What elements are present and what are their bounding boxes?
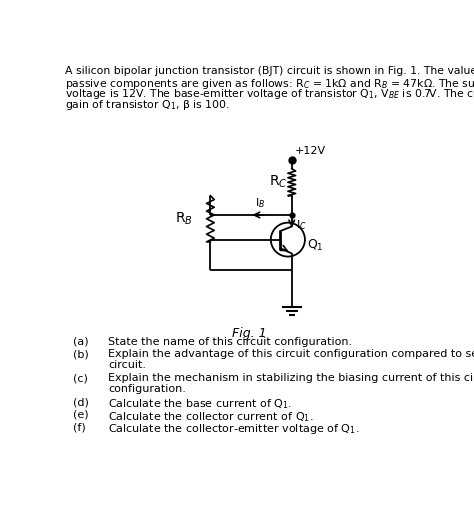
Text: gain of transistor Q$_1$, β is 100.: gain of transistor Q$_1$, β is 100. bbox=[64, 98, 229, 112]
Text: (d): (d) bbox=[73, 397, 89, 407]
Text: passive components are given as follows: R$_C$ = 1kΩ and R$_B$ = 47kΩ. The suppl: passive components are given as follows:… bbox=[64, 77, 474, 91]
Text: (e): (e) bbox=[73, 410, 89, 420]
Text: Calculate the collector-emitter voltage of Q$_1$.: Calculate the collector-emitter voltage … bbox=[108, 423, 359, 436]
Text: A silicon bipolar junction transistor (BJT) circuit is shown in Fig. 1. The valu: A silicon bipolar junction transistor (B… bbox=[64, 67, 474, 76]
Text: (a): (a) bbox=[73, 337, 89, 346]
Text: Fig. 1: Fig. 1 bbox=[232, 327, 266, 340]
Text: R$_C$: R$_C$ bbox=[269, 174, 288, 190]
Text: R$_B$: R$_B$ bbox=[175, 211, 193, 227]
Text: Calculate the base current of Q$_1$.: Calculate the base current of Q$_1$. bbox=[108, 397, 292, 411]
Text: Calculate the collector current of Q$_1$.: Calculate the collector current of Q$_1$… bbox=[108, 410, 314, 424]
Text: I$_C$: I$_C$ bbox=[296, 218, 306, 232]
Text: I$_B$: I$_B$ bbox=[255, 197, 265, 210]
Text: (f): (f) bbox=[73, 423, 86, 432]
Text: Q$_1$: Q$_1$ bbox=[307, 238, 324, 253]
Text: +12V: +12V bbox=[295, 146, 326, 156]
Text: State the name of this circuit configuration.: State the name of this circuit configura… bbox=[108, 337, 352, 346]
Text: Explain the advantage of this circuit configuration compared to self-bias: Explain the advantage of this circuit co… bbox=[108, 350, 474, 359]
Text: circuit.: circuit. bbox=[108, 361, 146, 370]
Text: (c): (c) bbox=[73, 373, 88, 383]
Text: configuration.: configuration. bbox=[108, 385, 186, 394]
Text: (b): (b) bbox=[73, 350, 89, 359]
Text: voltage is 12V. The base-emitter voltage of transistor Q$_1$, V$_{BE}$ is 0.7V. : voltage is 12V. The base-emitter voltage… bbox=[64, 87, 474, 101]
Text: Explain the mechanism in stabilizing the biasing current of this circuit: Explain the mechanism in stabilizing the… bbox=[108, 373, 474, 383]
